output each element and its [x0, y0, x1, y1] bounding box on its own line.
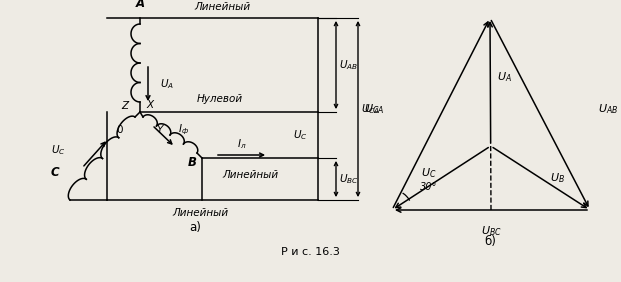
Text: A: A [135, 0, 145, 10]
Text: $U_C$: $U_C$ [52, 143, 66, 157]
Text: Нулевой: Нулевой [197, 94, 243, 104]
Text: Линейный: Линейный [222, 170, 278, 180]
Text: $U_{AB}$: $U_{AB}$ [598, 102, 619, 116]
Text: Линейный: Линейный [172, 208, 228, 218]
Text: а): а) [189, 221, 201, 233]
Text: X: X [147, 100, 153, 110]
Text: 0: 0 [117, 125, 123, 135]
Text: $U_{AB}$: $U_{AB}$ [339, 58, 358, 72]
Text: $U_B$: $U_B$ [550, 171, 565, 185]
Text: $I_л$: $I_л$ [237, 137, 247, 151]
Text: $I_ф$: $I_ф$ [178, 123, 189, 137]
Text: Р и с. 16.3: Р и с. 16.3 [281, 247, 340, 257]
Text: $U_A$: $U_A$ [160, 77, 174, 91]
Text: B: B [188, 157, 196, 169]
Text: Z: Z [122, 101, 129, 111]
Text: б): б) [484, 235, 496, 248]
Text: $U_{CA}$: $U_{CA}$ [364, 102, 384, 116]
Text: C: C [51, 166, 60, 179]
Text: $U_{BC}$: $U_{BC}$ [481, 224, 501, 238]
Text: $U_A$: $U_A$ [497, 70, 512, 84]
Text: Y: Y [157, 125, 163, 135]
Text: Линейный: Линейный [194, 2, 250, 12]
Text: $U_{BC}$: $U_{BC}$ [339, 172, 358, 186]
Text: $U_{CA}$: $U_{CA}$ [361, 102, 380, 116]
Text: 30°: 30° [420, 182, 437, 192]
Text: $U_C$: $U_C$ [421, 166, 437, 180]
Text: $U_C$: $U_C$ [292, 128, 307, 142]
